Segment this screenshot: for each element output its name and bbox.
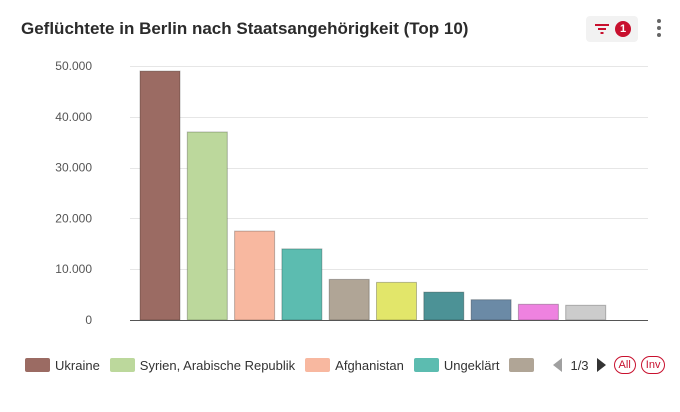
legend-swatch: [25, 358, 50, 372]
bar[interactable]: [281, 248, 323, 321]
filter-icon: [595, 24, 609, 34]
bar[interactable]: [517, 303, 559, 321]
legend-label: Ungeklärt: [443, 357, 500, 373]
bar-chart: 0 10.000 20.000 30.000 40.000 50.000: [55, 59, 648, 327]
y-tick-label: 10.000: [55, 262, 92, 276]
select-all-button[interactable]: All: [613, 356, 636, 374]
y-axis-ticks: 0 10.000 20.000 30.000 40.000 50.000: [55, 59, 92, 327]
chart-legend: Ukraine Syrien, Arabische Republik Afgha…: [25, 355, 670, 375]
legend-label: Afghanistan: [335, 357, 404, 373]
next-page-icon[interactable]: [596, 358, 606, 372]
y-tick-label: 20.000: [55, 211, 92, 225]
legend-item-ungeklaert[interactable]: Ungeklärt: [413, 357, 500, 373]
chart-bars: [139, 70, 607, 321]
bar[interactable]: [376, 281, 417, 321]
bar[interactable]: [423, 291, 465, 321]
more-options-button[interactable]: [652, 19, 666, 41]
legend-swatch: [109, 358, 135, 372]
bar[interactable]: [565, 304, 607, 321]
legend-item-syrien[interactable]: Syrien, Arabische Republik: [109, 357, 296, 373]
legend-item-partial[interactable]: [509, 358, 539, 372]
bar[interactable]: [186, 131, 228, 321]
y-tick-label: 0: [85, 313, 92, 327]
legend-swatch: [413, 358, 439, 372]
filter-count-badge: 1: [615, 21, 631, 37]
y-tick-label: 50.000: [55, 59, 92, 73]
y-tick-label: 30.000: [55, 161, 92, 175]
bar[interactable]: [234, 230, 276, 321]
legend-label: Syrien, Arabische Republik: [139, 357, 296, 373]
bar[interactable]: [139, 70, 181, 321]
legend-item-ukraine[interactable]: Ukraine: [25, 358, 100, 373]
invert-selection-button[interactable]: Inv: [640, 356, 666, 374]
legend-label: Ukraine: [55, 357, 100, 373]
legend-page-indicator: 1/3: [570, 357, 589, 373]
legend-item-afghanistan[interactable]: Afghanistan: [305, 358, 404, 373]
more-vertical-icon: [657, 19, 661, 23]
legend-pager: 1/3 All Inv: [553, 356, 670, 374]
filter-button[interactable]: 1: [586, 16, 638, 42]
bar[interactable]: [328, 278, 370, 321]
chart-title: Geflüchtete in Berlin nach Staatsangehör…: [21, 19, 469, 38]
bar[interactable]: [470, 299, 512, 321]
previous-page-icon[interactable]: [553, 358, 563, 372]
legend-swatch: [509, 358, 535, 372]
y-tick-label: 40.000: [55, 110, 92, 124]
legend-swatch: [305, 358, 331, 372]
